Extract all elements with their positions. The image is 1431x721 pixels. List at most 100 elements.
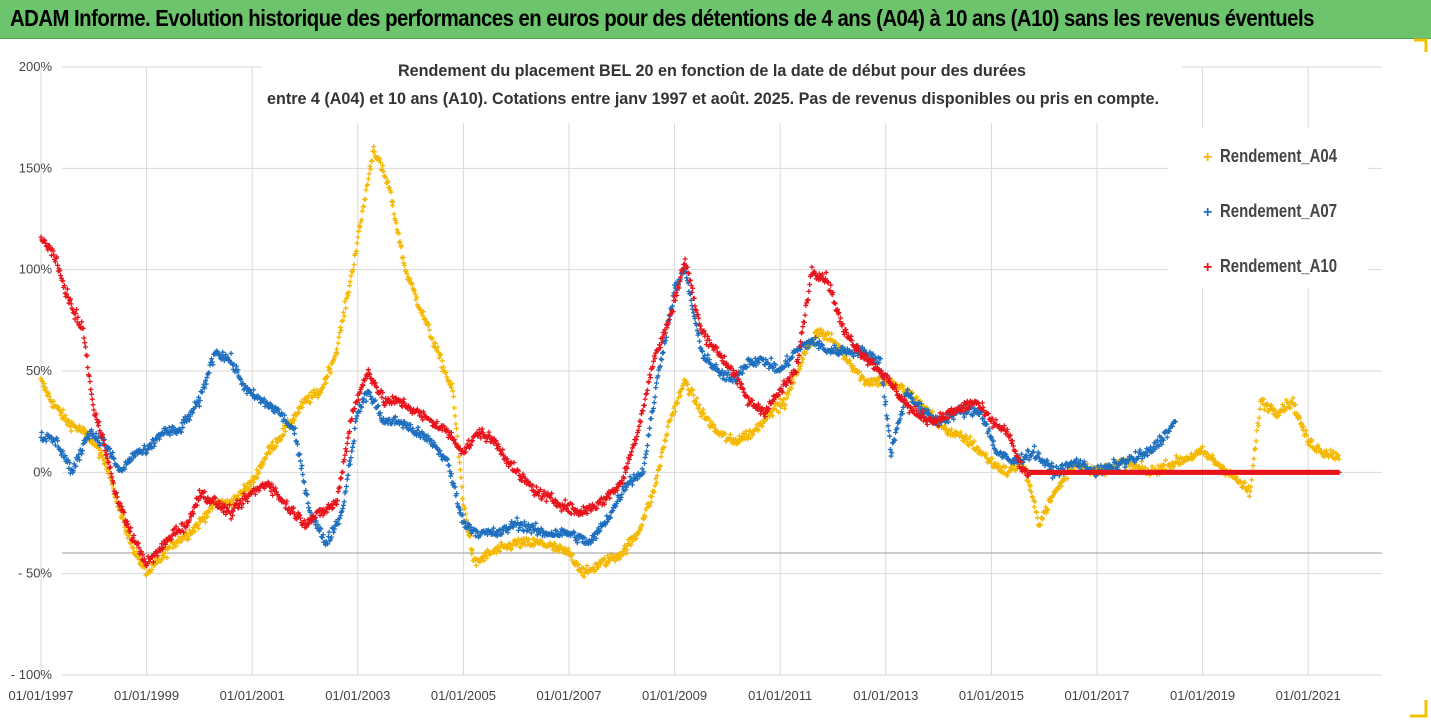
data-point [152,440,158,446]
data-point [343,484,349,489]
data-point [76,452,82,458]
data-point [209,359,215,365]
data-point [819,341,825,347]
data-point [678,386,684,392]
data-point [904,399,910,405]
data-point [313,518,319,524]
data-point [438,352,444,358]
data-point [454,433,460,439]
data-point [328,370,334,376]
data-point [227,357,233,363]
data-point [190,511,196,517]
data-point [651,400,657,406]
data-point [601,501,607,507]
data-point [784,353,790,359]
data-point [325,374,331,380]
data-point [445,457,451,463]
data-point [946,415,952,421]
data-point [694,395,700,401]
data-point [356,397,362,403]
data-point [887,433,893,439]
data-point [840,321,846,327]
data-point [353,416,359,422]
data-point [705,415,711,421]
data-point [467,533,473,539]
data-point [456,454,462,460]
data-point [76,457,82,463]
data-point [337,476,343,482]
data-point [223,352,229,358]
data-point [861,376,867,382]
data-point [393,220,399,226]
data-point [111,456,117,462]
data-point [647,503,653,509]
data-point [586,502,592,508]
data-point [918,401,924,407]
data-point [174,431,180,437]
data-point [340,317,346,323]
data-point [628,452,634,458]
data-point [695,312,701,318]
data-point [196,394,202,400]
data-point [919,406,925,412]
data-point [294,441,300,447]
data-point [920,408,926,414]
data-point [1294,410,1300,416]
data-point [61,283,67,289]
data-point [291,505,297,511]
data-point [364,392,370,398]
data-point [347,279,353,285]
data-point [51,398,57,404]
data-point [878,356,884,362]
data-point [402,419,408,425]
data-point [55,404,61,410]
data-point [178,538,184,544]
data-point [773,362,779,368]
data-point [594,506,600,512]
data-point [420,409,426,415]
data-point [967,403,973,409]
data-point [662,437,668,443]
data-point [1031,504,1037,510]
data-point [131,532,137,538]
data-point [697,323,703,329]
data-point [328,502,334,508]
data-point [764,408,770,414]
data-point [672,409,678,415]
data-point [353,251,359,257]
data-point [638,526,644,532]
data-point [639,522,645,528]
data-point [887,375,893,381]
data-point [330,505,336,511]
data-point [648,499,654,505]
data-point [361,203,367,209]
x-tick-label: 01/01/1999 [114,688,179,703]
data-point [350,444,356,450]
data-point [408,422,414,428]
data-point [1242,479,1248,485]
data-point [1209,452,1215,458]
data-point [66,418,72,424]
data-point [768,355,774,361]
data-point [1176,459,1182,465]
data-point [595,564,601,570]
data-point [104,451,110,457]
data-point [202,519,208,525]
data-point [893,382,899,388]
data-point [261,396,267,402]
data-point [98,450,104,456]
data-point [334,346,340,352]
data-point [110,485,116,491]
data-point [320,532,326,538]
data-point [93,431,99,436]
data-point [844,330,850,336]
data-point [942,423,948,429]
data-point [872,361,878,367]
data-point [89,391,95,397]
data-point [326,529,332,535]
data-point [451,437,457,443]
data-point [497,548,503,554]
data-point [1301,424,1307,430]
data-point [1251,456,1257,462]
data-point [350,269,356,275]
